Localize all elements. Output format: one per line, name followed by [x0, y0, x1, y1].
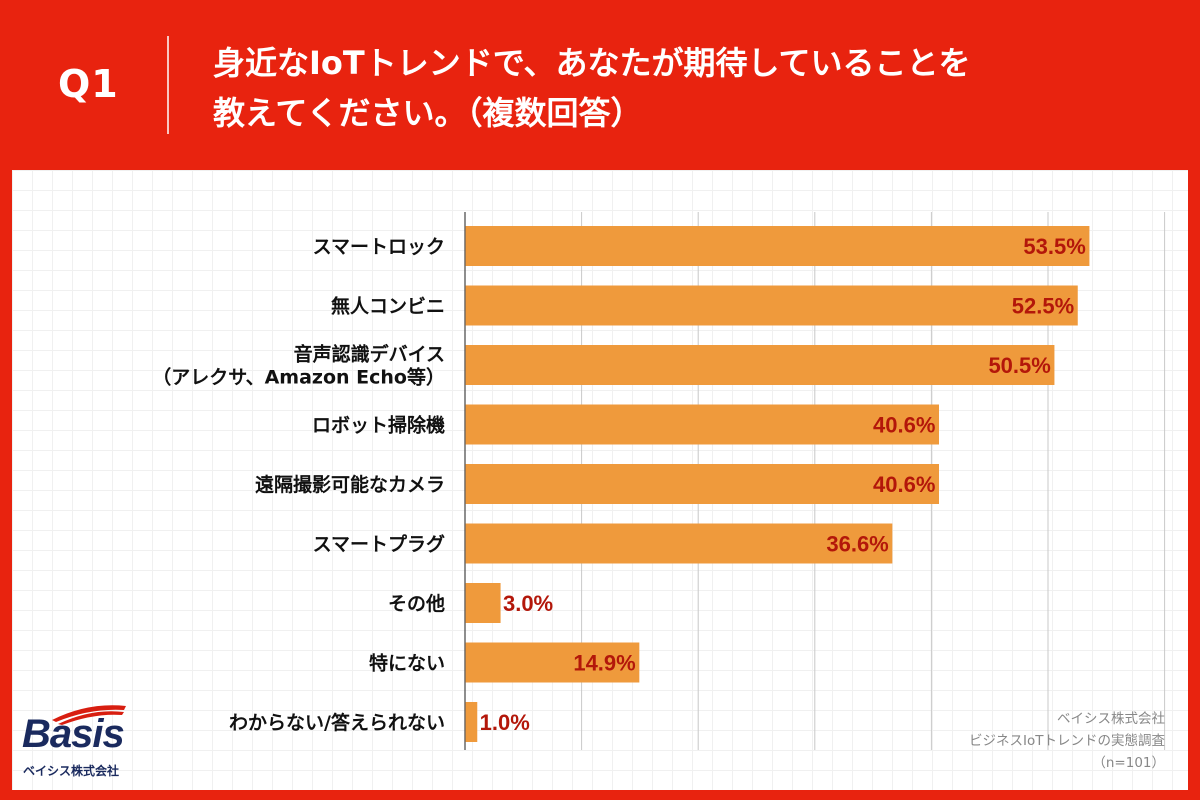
category-label-line: 遠隔撮影可能なカメラ	[255, 473, 445, 496]
value-label: 14.9%	[573, 651, 635, 676]
logo-swoosh-icon	[52, 705, 126, 725]
category-label-line: 音声認識デバイス	[294, 343, 445, 366]
category-label-line: わからない/答えられない	[229, 711, 445, 734]
category-label: 特にない	[369, 653, 445, 675]
category-label-line: 特にない	[369, 653, 445, 675]
category-label: スマートプラグ	[313, 533, 445, 556]
category-label: スマートロック	[313, 236, 445, 258]
source-line-3: （n=101）	[1092, 755, 1165, 771]
value-label: 52.5%	[1012, 294, 1074, 319]
logo-company-name: ベイシス株式会社	[23, 764, 120, 778]
category-label: 音声認識デバイス（アレクサ、Amazon Echo等）	[152, 343, 445, 389]
value-label: 50.5%	[988, 353, 1050, 378]
category-label: ロボット掃除機	[312, 414, 445, 437]
value-label: 53.5%	[1023, 234, 1085, 259]
header: Q1 身近なIoTトレンドで、あなたが期待していることを 教えてください。（複数…	[0, 0, 1200, 168]
basis-logo: Basis ベイシス株式会社	[22, 700, 142, 780]
bar	[465, 404, 939, 445]
category-label: その他	[388, 592, 445, 615]
category-label-line: スマートプラグ	[313, 533, 445, 556]
category-label: わからない/答えられない	[229, 711, 445, 734]
bar-chart: 53.5% スマートロック 52.5% 無人コンビニ 50.5% 音声認識デバイス（アレク…	[152, 212, 1166, 750]
source-line-1: ベイシス株式会社	[1057, 711, 1165, 727]
category-label: 遠隔撮影可能なカメラ	[255, 473, 445, 496]
source-note: ベイシス株式会社 ビジネスIoTトレンドの実態調査 （n=101）	[745, 708, 1165, 774]
bar	[465, 464, 939, 504]
question-title-line-2: 教えてください。（複数回答）	[213, 94, 643, 132]
category-label-line: 無人コンビニ	[331, 295, 445, 318]
value-label: 40.6%	[873, 413, 935, 438]
question-title: 身近なIoTトレンドで、あなたが期待していることを 教えてください。（複数回答）	[213, 38, 1173, 138]
chart-panel: 53.5% スマートロック 52.5% 無人コンビニ 50.5% 音声認識デバイス（アレク…	[12, 170, 1188, 790]
bar	[465, 285, 1078, 326]
value-label: 1.0%	[480, 710, 530, 735]
bar	[465, 523, 893, 564]
bar	[465, 642, 640, 683]
category-label-line: （アレクサ、Amazon Echo等）	[152, 366, 445, 389]
bar	[465, 702, 478, 742]
category-label-line: スマートロック	[313, 236, 445, 258]
bar	[465, 583, 501, 623]
bar	[465, 226, 1090, 266]
question-title-line-1: 身近なIoTトレンドで、あなたが期待していることを	[213, 44, 971, 82]
value-label: 36.6%	[826, 532, 888, 557]
source-line-2: ビジネスIoTトレンドの実態調査	[969, 733, 1165, 749]
category-label-line: ロボット掃除機	[312, 414, 445, 437]
value-label: 40.6%	[873, 472, 935, 497]
category-label-line: その他	[388, 592, 445, 615]
bar	[465, 345, 1055, 385]
header-divider	[167, 36, 169, 134]
category-label: 無人コンビニ	[331, 295, 445, 318]
value-label: 3.0%	[503, 591, 553, 616]
logo-wordmark: Basis	[22, 712, 125, 756]
question-number: Q1	[58, 62, 119, 106]
